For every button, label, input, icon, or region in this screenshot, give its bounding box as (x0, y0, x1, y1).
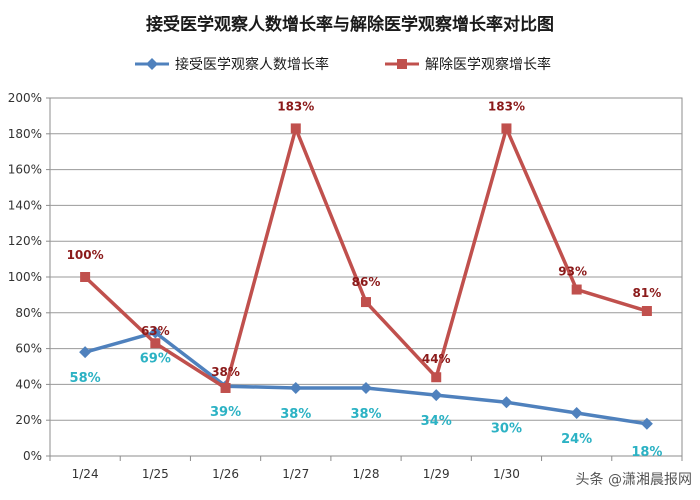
data-label: 39% (210, 405, 241, 420)
gridlines (50, 133, 682, 421)
data-point-diamond (640, 417, 653, 430)
data-label: 100% (67, 248, 104, 262)
y-tick-label: 140% (8, 198, 42, 212)
data-point-square (290, 123, 301, 134)
data-label: 34% (421, 414, 452, 429)
axes: 0% 20% 40% 60% 80% 100% 120% 140% 160% 180% 200% 1/… (8, 91, 683, 481)
data-point-diamond (149, 326, 162, 339)
y-tick-label: 160% (8, 163, 42, 177)
data-point-square (150, 338, 161, 349)
data-label: 18% (631, 445, 662, 460)
data-point-square (571, 284, 582, 295)
data-label: 183% (277, 99, 314, 113)
data-label: 81% (633, 286, 662, 300)
data-point-diamond (289, 381, 302, 394)
y-tick-label: 200% (8, 91, 42, 105)
data-label: 69% (140, 351, 171, 366)
series (79, 123, 653, 430)
y-tick-label: 0% (23, 449, 42, 463)
data-point-square (80, 272, 91, 282)
data-label: 183% (488, 99, 525, 113)
y-tick-label: 60% (15, 342, 42, 356)
y-tick-label: 40% (15, 377, 42, 391)
legend-marker-square (397, 59, 407, 69)
data-label: 93% (558, 265, 587, 279)
y-tick-label: 80% (15, 306, 42, 320)
legend-marker-diamond (146, 58, 158, 70)
data-label: 38% (280, 407, 311, 422)
data-point-diamond (500, 396, 513, 409)
data-point-diamond (79, 346, 92, 359)
data-point-square (641, 306, 652, 317)
data-labels: 58% 69% 39% 38% 38% 34% 30% 24% 18% 100% 63% 38% 183… (67, 99, 663, 459)
y-tick-label: 180% (8, 127, 42, 141)
y-tick-label: 100% (8, 270, 42, 284)
data-label: 44% (422, 352, 451, 366)
x-tick-label: 1/30 (493, 467, 520, 481)
legend-label-observation: 接受医学观察人数增长率 (175, 56, 329, 73)
watermark: 头条 @潇湘晨报网 (576, 471, 692, 488)
legend-label-release: 解除医学观察增长率 (425, 56, 551, 73)
data-point-diamond (360, 381, 372, 394)
x-tick-label: 1/28 (353, 467, 380, 481)
data-point-diamond (570, 407, 583, 420)
data-point-square (501, 123, 512, 134)
x-tick-label: 1/24 (72, 467, 99, 481)
y-tick-label: 20% (15, 413, 42, 427)
data-label: 63% (141, 324, 170, 338)
x-tick-label: 1/26 (212, 467, 239, 481)
x-tick-label: 1/27 (282, 467, 309, 481)
chart-title: 接受医学观察人数增长率与解除医学观察增长率对比图 (146, 14, 554, 35)
data-point-square (220, 382, 231, 393)
data-point-diamond (430, 389, 443, 402)
data-label: 86% (352, 275, 381, 289)
data-label: 38% (211, 365, 240, 379)
data-label: 24% (561, 432, 592, 447)
data-point-square (361, 297, 371, 308)
data-point-square (431, 372, 442, 383)
watermark-text: 头条 @潇湘晨报网 (576, 471, 692, 488)
data-label: 58% (70, 371, 101, 386)
data-label: 38% (350, 407, 381, 422)
data-label: 30% (491, 421, 522, 436)
x-tick-label: 1/29 (423, 467, 450, 481)
y-tick-label: 120% (8, 234, 42, 248)
x-tick-label: 1/25 (142, 467, 169, 481)
legend: 接受医学观察人数增长率 解除医学观察增长率 (135, 56, 551, 73)
